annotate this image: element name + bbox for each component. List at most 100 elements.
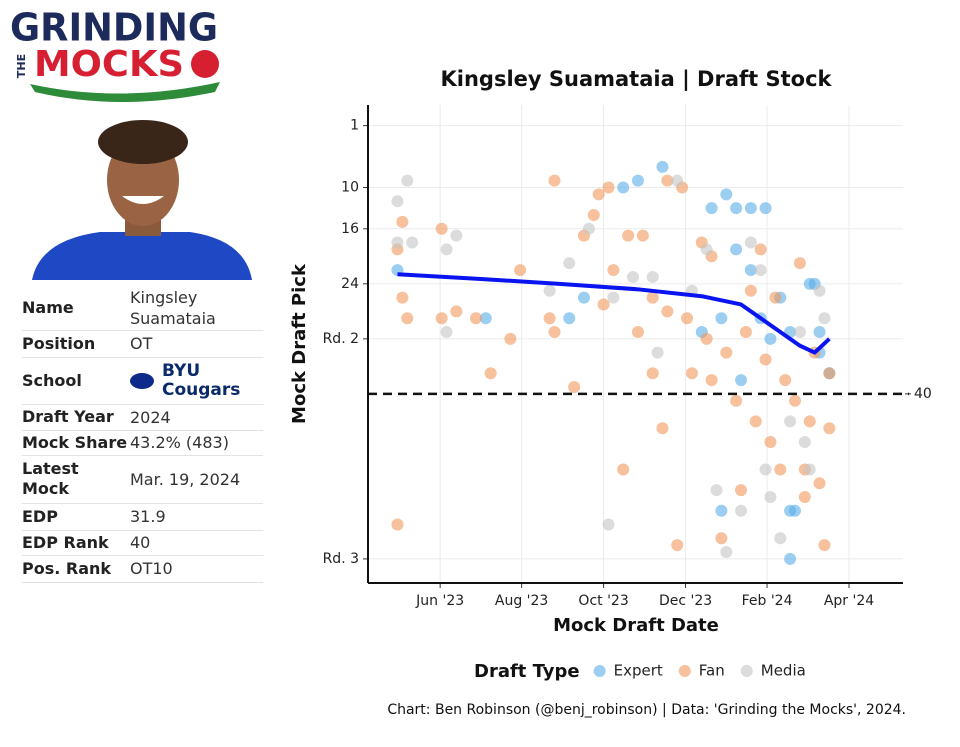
point: [563, 257, 576, 270]
point: [715, 312, 728, 325]
point: [823, 367, 836, 380]
point: [406, 236, 419, 249]
y-tick-label: 10: [341, 180, 359, 196]
point: [730, 243, 743, 256]
point: [396, 215, 409, 228]
x-axis-label: Mock Draft Date: [553, 615, 719, 636]
legend-label: Expert: [614, 662, 663, 680]
point: [636, 229, 649, 242]
photo-jersey: [32, 232, 252, 280]
profile-row: Mock Share 43.2% (483): [22, 430, 263, 456]
point: [764, 332, 777, 345]
point: [823, 422, 836, 435]
y-tick-label: 24: [341, 276, 359, 292]
point: [631, 174, 644, 187]
point: [656, 422, 669, 435]
point: [631, 325, 644, 338]
point: [656, 160, 669, 173]
point: [450, 305, 463, 318]
point: [391, 236, 404, 249]
photo-smile: [122, 196, 164, 204]
point: [469, 312, 482, 325]
row-value: BYU Cougars: [162, 360, 241, 400]
profile-row: Name Kingsley Suamataia: [22, 285, 263, 331]
point: [592, 188, 605, 201]
point: [705, 202, 718, 215]
point: [401, 174, 414, 187]
point: [759, 353, 772, 366]
logo-field: [30, 82, 220, 102]
point: [705, 374, 718, 387]
profile-row: EDP Rank 40: [22, 530, 263, 556]
point: [391, 518, 404, 531]
point: [671, 539, 684, 552]
row-label: Name: [22, 297, 74, 317]
y-tick-label: 1: [350, 118, 359, 134]
profile-row: Latest Mock Mar. 19, 2024: [22, 455, 263, 504]
point: [720, 346, 733, 359]
row-value: 2024: [130, 407, 171, 427]
point: [627, 270, 640, 283]
point: [484, 367, 497, 380]
point: [730, 202, 743, 215]
logo-line3: MOCKS: [34, 44, 184, 85]
point: [769, 291, 782, 304]
point: [617, 463, 630, 476]
row-label: EDP: [22, 506, 58, 526]
profile-panel: GRINDING THE MOCKS Name Kingsley Suamatai…: [0, 0, 290, 747]
point: [700, 332, 713, 345]
point: [617, 181, 630, 194]
logo-line2: THE: [15, 54, 28, 78]
point: [754, 264, 767, 277]
point: [504, 332, 517, 345]
profile-row: Draft Year 2024: [22, 404, 263, 431]
x-tick-label: Aug '23: [495, 593, 548, 609]
point: [793, 325, 806, 338]
row-value: 31.9: [130, 507, 166, 526]
point: [779, 374, 792, 387]
photo-hair: [98, 120, 188, 164]
point: [715, 532, 728, 545]
point: [759, 463, 772, 476]
point: [440, 243, 453, 256]
row-label: Pos. Rank: [22, 558, 112, 578]
legend-title: Draft Type: [474, 661, 580, 682]
x-tick-label: Dec '23: [659, 593, 712, 609]
point: [651, 346, 664, 359]
point: [739, 325, 752, 338]
point: [813, 325, 826, 338]
point: [543, 312, 556, 325]
point: [568, 380, 581, 393]
point: [514, 264, 527, 277]
point: [803, 463, 816, 476]
point: [803, 415, 816, 428]
logo-line1: GRINDING: [10, 6, 218, 50]
point: [401, 312, 414, 325]
point: [730, 394, 743, 407]
profile-row: Pos. Rank OT10: [22, 555, 263, 583]
point: [548, 325, 561, 338]
point: [435, 222, 448, 235]
row-value: Kingsley Suamataia: [130, 287, 216, 328]
point: [798, 436, 811, 449]
x-tick-label: Oct '23: [578, 593, 628, 609]
point: [661, 305, 674, 318]
point: [764, 491, 777, 504]
point: [435, 312, 448, 325]
point: [744, 284, 757, 297]
row-label: EDP Rank: [22, 532, 109, 552]
point: [774, 532, 787, 545]
legend-marker: [678, 665, 691, 677]
point: [646, 270, 659, 283]
y-tick-label: 16: [341, 221, 359, 237]
legend-marker: [740, 665, 753, 677]
point: [764, 436, 777, 449]
row-value: Mar. 19, 2024: [130, 469, 241, 489]
legend-marker: [593, 665, 606, 677]
point: [818, 312, 831, 325]
legend-label: Fan: [699, 662, 725, 680]
row-value: OT: [130, 334, 153, 353]
point: [681, 312, 694, 325]
point: [744, 236, 757, 249]
